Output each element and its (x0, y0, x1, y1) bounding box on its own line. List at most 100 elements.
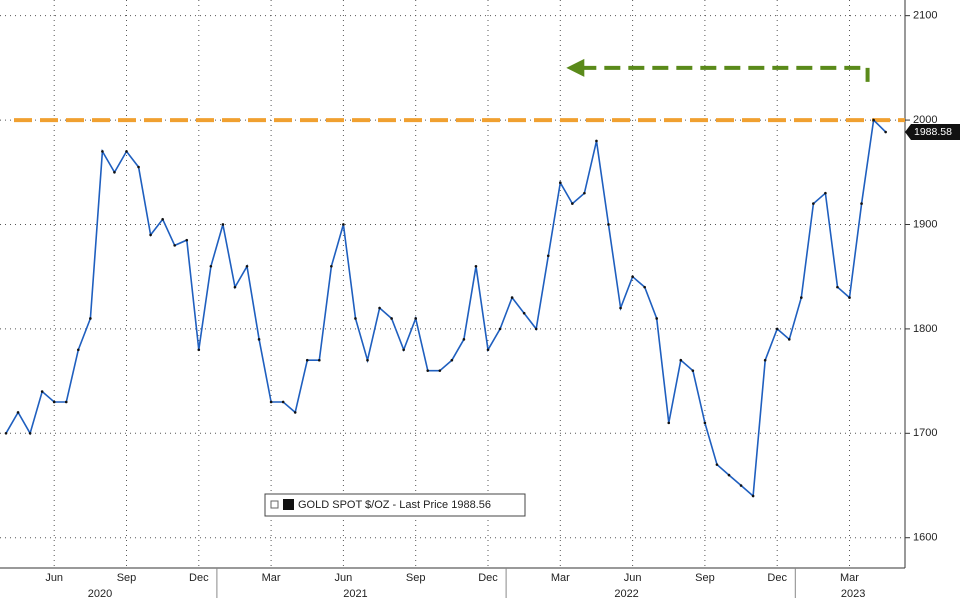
price-point (510, 296, 514, 299)
price-point (28, 432, 32, 435)
price-point (595, 139, 598, 143)
price-point (342, 223, 345, 226)
price-point (860, 202, 863, 205)
x-tick-label: Dec (767, 572, 787, 584)
year-label: 2023 (841, 588, 865, 600)
price-point (185, 238, 189, 242)
legend-label: GOLD SPOT $/OZ - Last Price 1988.56 (298, 499, 491, 511)
price-point (571, 202, 574, 205)
price-point (583, 191, 586, 195)
x-tick-label: Sep (117, 572, 137, 584)
price-point (727, 473, 731, 477)
price-point (414, 317, 418, 320)
price-point (546, 254, 550, 258)
price-point (209, 264, 213, 268)
x-tick-label: Mar (551, 572, 570, 584)
price-point (366, 358, 369, 362)
price-point (474, 264, 478, 268)
price-point (522, 311, 526, 315)
price-point (426, 369, 430, 372)
price-point (824, 191, 827, 195)
y-tick-label: 1700 (913, 427, 937, 439)
price-point (197, 348, 201, 352)
price-point (390, 317, 393, 320)
price-point (402, 348, 405, 352)
price-point (450, 358, 454, 362)
year-label: 2022 (614, 588, 638, 600)
year-label: 2020 (88, 588, 112, 600)
price-point (643, 285, 646, 289)
price-point (64, 400, 68, 404)
price-point (691, 369, 695, 372)
price-point (354, 317, 357, 320)
price-point (751, 494, 755, 498)
price-point (498, 327, 502, 331)
price-point (221, 223, 225, 226)
price-point (149, 233, 152, 237)
y-tick-label: 2100 (913, 10, 937, 22)
price-point (161, 217, 164, 221)
price-point (378, 306, 381, 310)
y-tick-label: 1600 (913, 532, 937, 544)
year-label: 2021 (343, 588, 367, 600)
price-point (101, 150, 104, 153)
price-point (787, 338, 791, 341)
x-tick-label: Mar (262, 572, 281, 584)
last-price-label: 1988.58 (914, 126, 952, 138)
price-point (619, 306, 622, 310)
price-point (763, 358, 767, 362)
price-point (872, 118, 875, 122)
price-point (703, 421, 707, 425)
x-tick-label: Jun (335, 572, 353, 584)
x-tick-label: Dec (189, 572, 209, 584)
price-point (559, 181, 562, 185)
arrow-head (566, 58, 585, 77)
price-point (173, 244, 176, 247)
y-tick-label: 1800 (913, 323, 937, 335)
price-point (655, 317, 658, 320)
price-point (137, 165, 140, 169)
legend-swatch (283, 499, 294, 510)
price-point (884, 130, 887, 134)
price-point (40, 390, 44, 393)
x-tick-label: Jun (624, 572, 642, 584)
x-tick-label: Sep (406, 572, 426, 584)
price-point (739, 484, 743, 487)
price-point (245, 264, 249, 268)
y-tick-label: 1900 (913, 218, 937, 230)
price-point (438, 369, 442, 372)
price-point (812, 202, 815, 205)
price-point (318, 358, 321, 362)
price-point (800, 296, 803, 299)
price-point (257, 338, 261, 341)
price-point (631, 275, 634, 278)
x-tick-label: Mar (840, 572, 859, 584)
price-point (836, 285, 839, 289)
x-tick-label: Dec (478, 572, 498, 584)
price-point (607, 223, 610, 226)
price-point (293, 411, 297, 414)
price-point (281, 400, 285, 404)
x-tick-label: Sep (695, 572, 715, 584)
price-point (77, 348, 80, 352)
price-point (16, 411, 20, 414)
price-point (113, 170, 116, 174)
price-point (233, 285, 237, 289)
y-tick-label: 2000 (913, 114, 937, 126)
legend: GOLD SPOT $/OZ - Last Price 1988.56 (264, 493, 526, 517)
price-point (534, 327, 538, 331)
price-point (679, 358, 683, 362)
price-point (848, 296, 851, 299)
price-point (52, 400, 56, 404)
price-point (4, 432, 8, 435)
legend-icon (270, 500, 279, 509)
price-point (486, 348, 490, 352)
last-price-tag (905, 123, 960, 140)
x-tick-label: Jun (45, 572, 63, 584)
price-point (462, 338, 466, 341)
price-point (89, 317, 92, 320)
price-point (305, 358, 309, 362)
price-point (125, 150, 128, 153)
price-line (5, 118, 887, 498)
